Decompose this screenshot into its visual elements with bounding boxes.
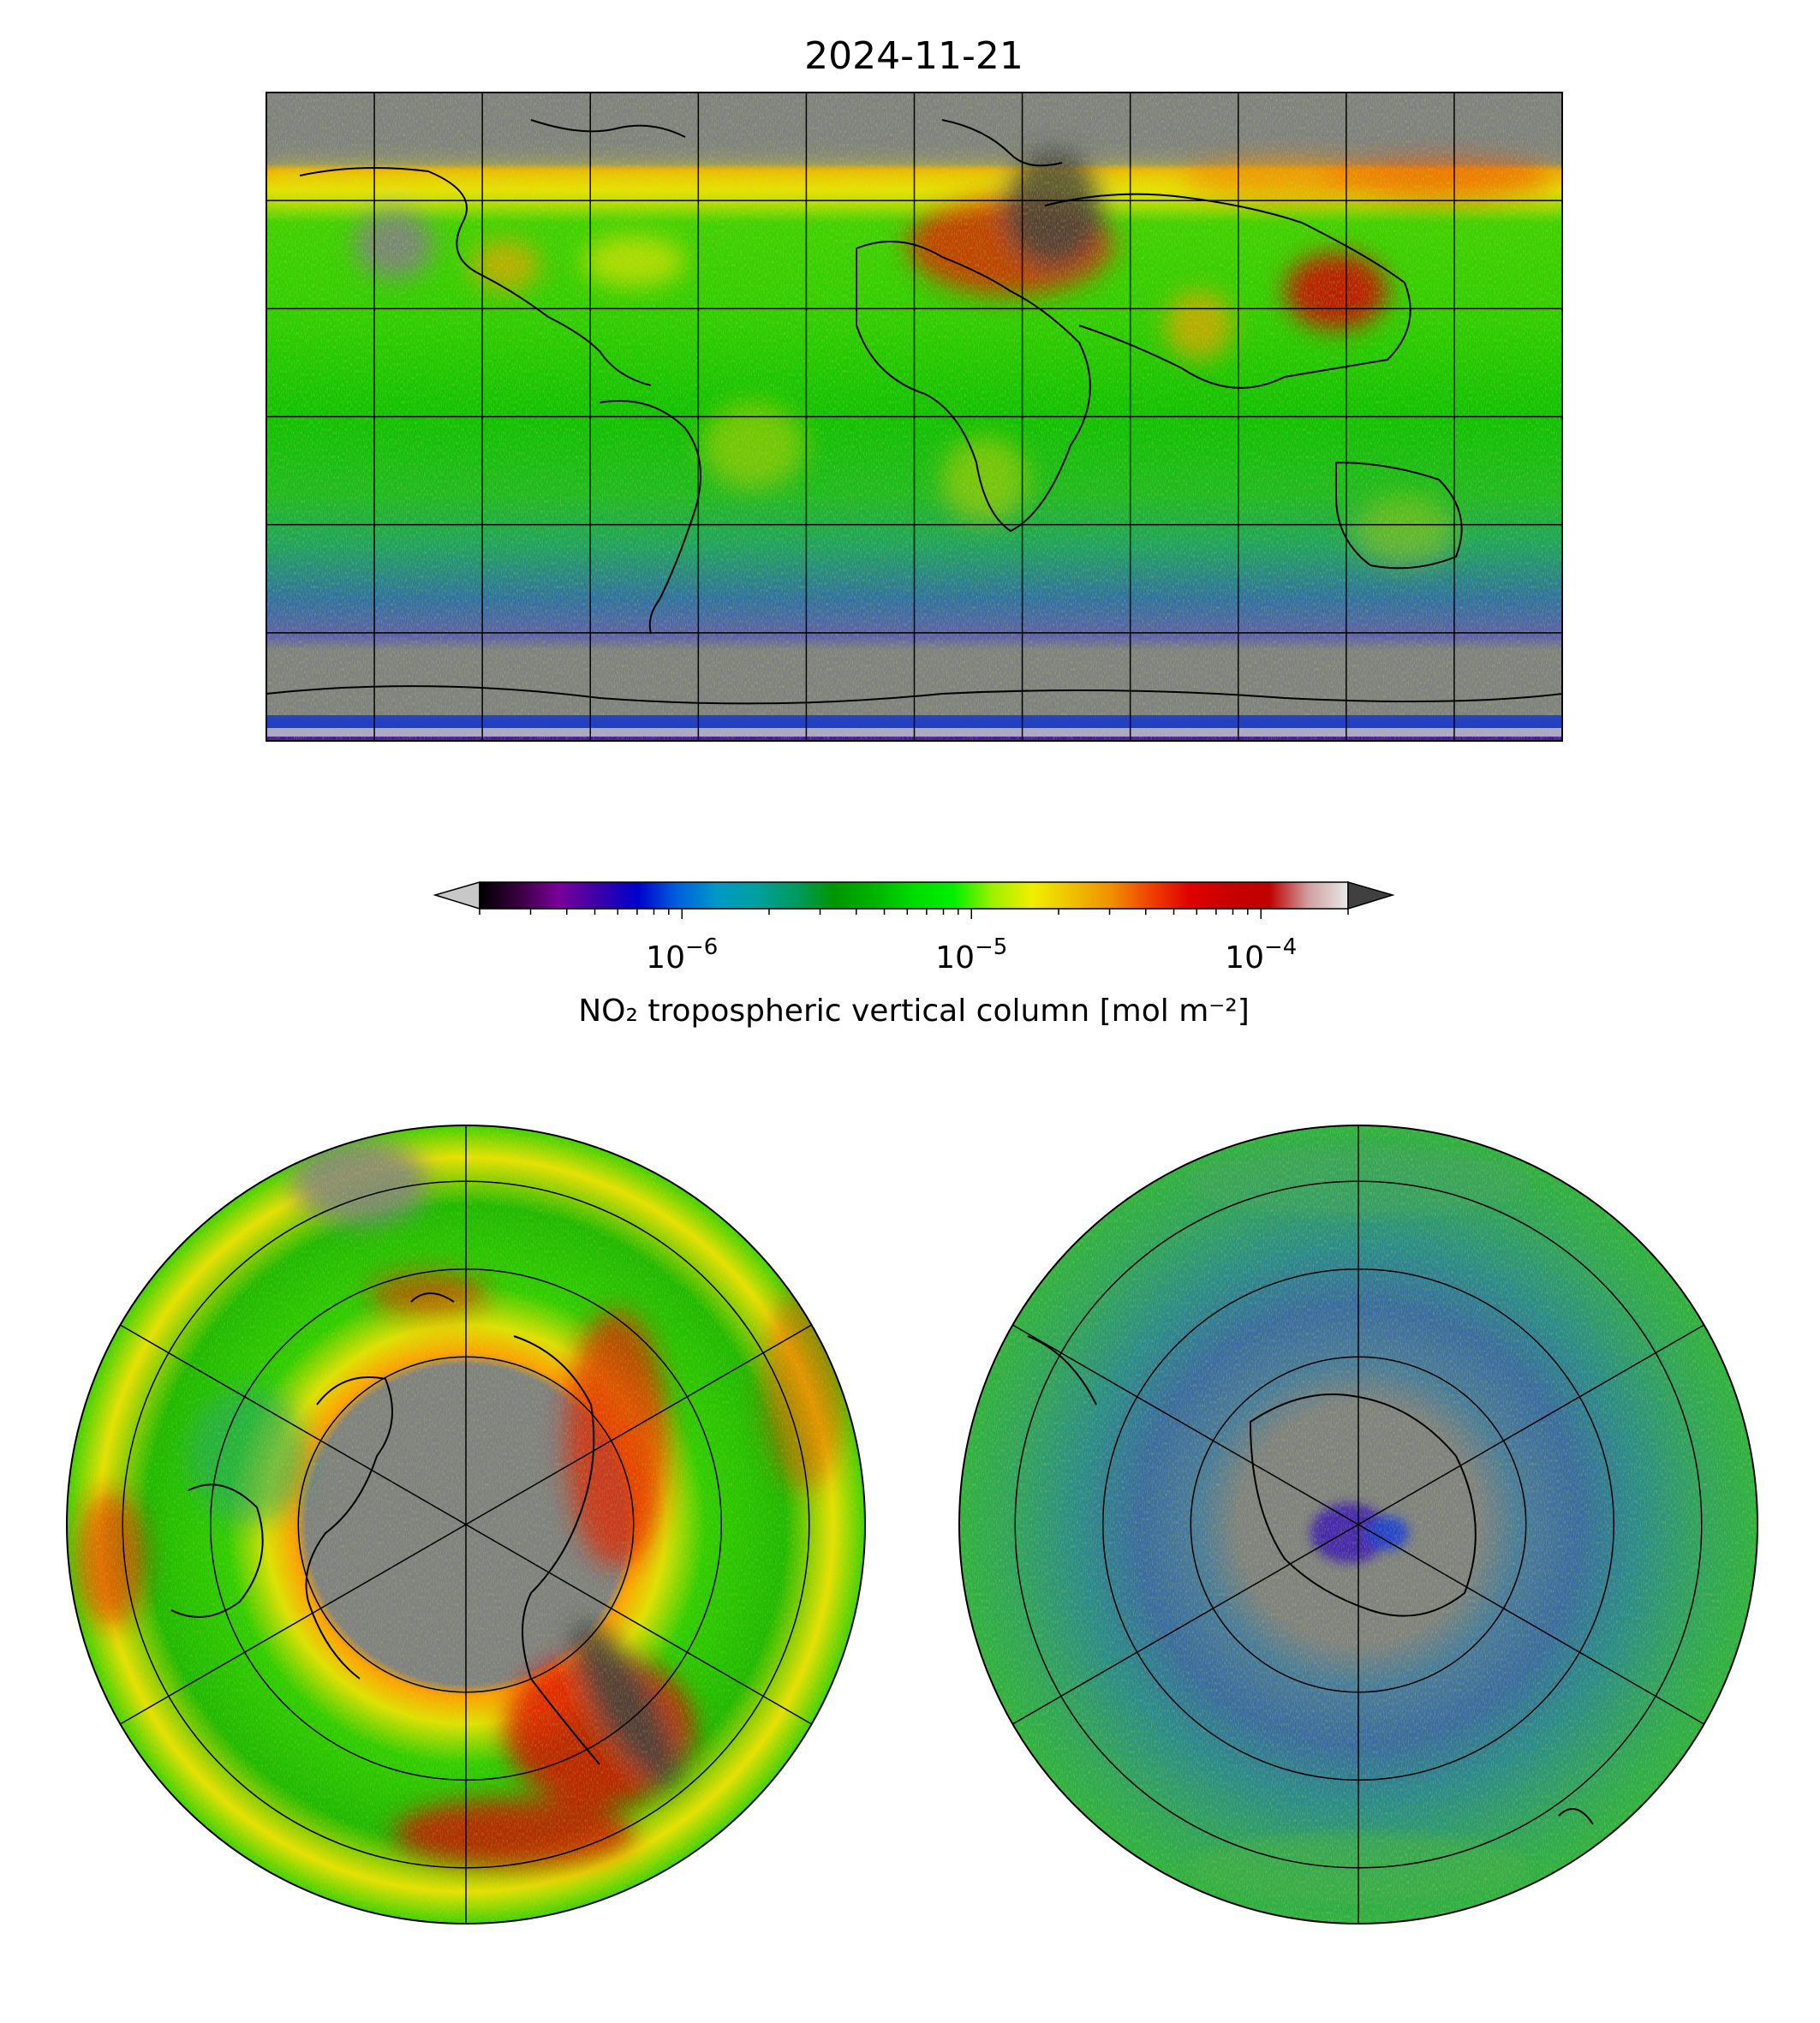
colorbar-tick-label: 10−5 xyxy=(935,934,1007,976)
north-map-frame xyxy=(66,1125,866,1925)
south-gridlines xyxy=(1012,1125,1704,1924)
colorbar-tick-label: 10−6 xyxy=(646,934,718,976)
colorbar: 10−6 10−5 10−4 NO₂ tropospheric vertical c… xyxy=(433,881,1395,1029)
colorbar-label: NO₂ tropospheric vertical column [mol m⁻… xyxy=(578,994,1250,1029)
south-coastlines xyxy=(1027,1335,1594,1825)
south-map-frame xyxy=(958,1125,1758,1925)
south-polar-map xyxy=(958,1125,1758,1925)
colorbar-over-extension xyxy=(1347,881,1395,910)
north-polar-map xyxy=(66,1125,866,1925)
global-map-frame xyxy=(266,92,1563,742)
meridian-line xyxy=(120,1324,812,1725)
north-gridlines xyxy=(120,1125,812,1924)
global-map xyxy=(266,92,1562,741)
colorbar-body xyxy=(479,881,1349,910)
colorbar-ticks xyxy=(479,909,1349,919)
colorbar-tick-label: 10−4 xyxy=(1225,934,1297,976)
meridian-line xyxy=(1012,1324,1704,1725)
global-gridlines xyxy=(266,92,1562,741)
colorbar-under-extension xyxy=(433,881,480,910)
colorbar-tick-labels: 10−6 10−5 10−4 xyxy=(646,934,1297,976)
north-coastlines xyxy=(170,1292,600,1765)
global-coastlines xyxy=(266,119,1562,705)
figure-title: 2024-11-21 xyxy=(804,34,1023,78)
